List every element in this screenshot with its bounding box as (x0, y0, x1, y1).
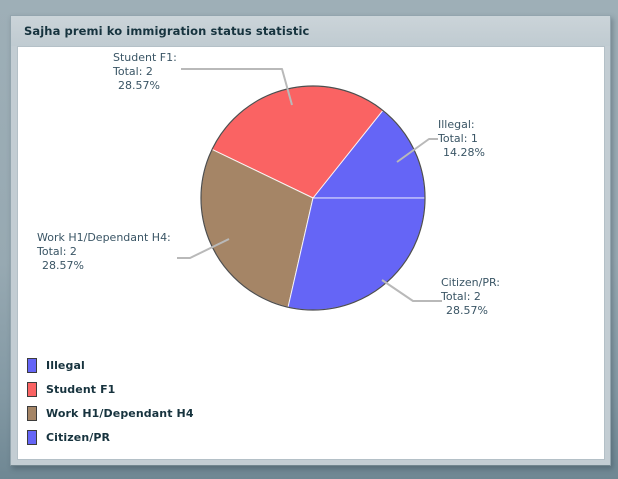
legend-item[interactable]: Illegal (27, 358, 194, 373)
callout-leader-line-illegal (396, 138, 438, 163)
legend-item-label: Citizen/PR (46, 431, 111, 444)
callout-slice-percent: 28.57% (42, 259, 84, 272)
callout-slice-total: Total: 2 (441, 290, 481, 303)
legend-color-swatch-icon (27, 358, 37, 373)
callout-slice-name: Citizen/PR: (441, 276, 500, 289)
callout-slice-total: Total: 1 (438, 132, 478, 145)
legend-item[interactable]: Student F1 (27, 382, 194, 397)
slice-callout: Student F1: Total: 2 28.57% (113, 51, 177, 93)
callout-slice-name: Illegal: (438, 118, 475, 131)
callout-leader-line-work-h1-dependant-h4 (177, 238, 230, 259)
pie-chart-area: Illegal: Total: 1 14.28% Student F1: Tot… (17, 46, 605, 460)
callout-slice-name: Student F1: (113, 51, 177, 64)
legend-item[interactable]: Work H1/Dependant H4 (27, 406, 194, 421)
legend-item-label: Work H1/Dependant H4 (46, 407, 194, 420)
chart-legend: Illegal Student F1 Work H1/Dependant H4 … (27, 358, 194, 445)
slice-callout: Work H1/Dependant H4: Total: 2 28.57% (37, 231, 171, 273)
callout-slice-percent: 14.28% (443, 146, 485, 159)
legend-item-label: Student F1 (46, 383, 116, 396)
callout-slice-total: Total: 2 (113, 65, 153, 78)
callout-slice-percent: 28.57% (446, 304, 488, 317)
callout-slice-total: Total: 2 (37, 245, 77, 258)
slice-callout: Citizen/PR: Total: 2 28.57% (441, 276, 500, 318)
legend-item[interactable]: Citizen/PR (27, 430, 194, 445)
chart-panel: Sajha premi ko immigration status statis… (10, 15, 611, 466)
pie-chart-svg (177, 68, 442, 311)
legend-color-swatch-icon (27, 430, 37, 445)
legend-color-swatch-icon (27, 382, 37, 397)
pie-outline (200, 85, 426, 311)
callout-slice-name: Work H1/Dependant H4: (37, 231, 171, 244)
legend-item-label: Illegal (46, 359, 85, 372)
callout-leader-line-citizen-pr (381, 279, 442, 302)
callout-leader-line-student-f1 (181, 68, 293, 106)
callout-slice-percent: 28.57% (118, 79, 160, 92)
slice-callout: Illegal: Total: 1 14.28% (438, 118, 485, 160)
panel-title: Sajha premi ko immigration status statis… (24, 24, 310, 38)
panel-title-bar: Sajha premi ko immigration status statis… (11, 16, 610, 46)
legend-color-swatch-icon (27, 406, 37, 421)
